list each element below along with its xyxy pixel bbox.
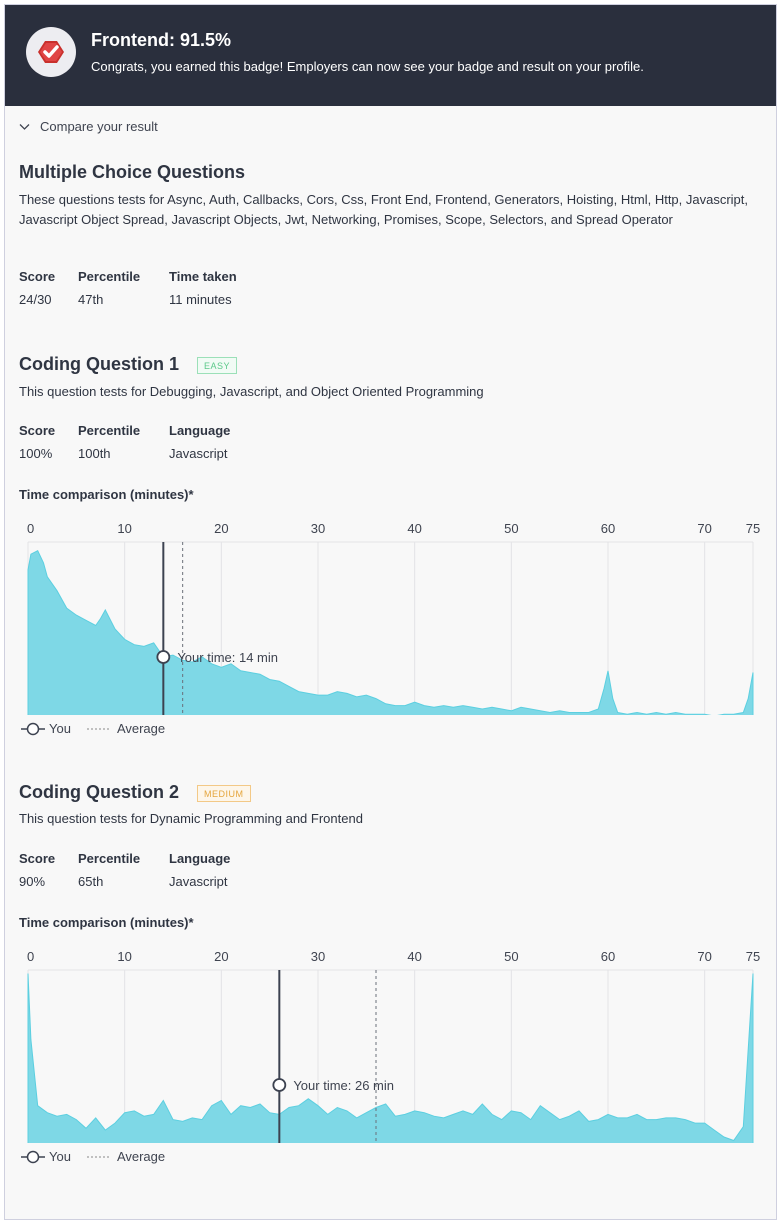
time-comparison-chart-1: 0 10 20 30 40 50 60 70 75 Your time: 14 min [27,521,760,715]
mcq-percentile: Percentile 47th [78,269,140,307]
x-tick-label: 75 [746,521,760,536]
x-tick-label: 20 [214,949,228,964]
legend-you: You [21,1149,71,1164]
x-tick-label: 70 [697,521,711,536]
stat-label: Time taken [169,269,237,284]
badge-check-icon [26,27,76,77]
chart-title: Time comparison (minutes)* [19,915,194,930]
stat-label: Score [19,269,56,284]
mcq-description: These questions tests for Async, Auth, C… [19,192,749,227]
coding-1-score: Score 100% [19,423,55,461]
x-tick-label: 50 [504,949,518,964]
chevron-down-icon [19,123,30,130]
time-comparison-chart-2: 0 10 20 30 40 50 60 70 75 Your time: 26 min [27,949,760,1143]
badge-title: Frontend: 91.5% [91,30,232,50]
legend-average-label: Average [116,721,166,736]
stat-value: Javascript [169,446,228,461]
legend-you: You [21,721,71,736]
x-tick-label: 0 [27,949,34,964]
distribution-area [27,550,754,715]
result-header: Frontend: 91.5% Congrats, you earned thi… [5,5,776,106]
stat-label: Score [19,423,56,438]
coding-question-1-title: Coding Question 1 [19,354,179,374]
x-tick-label: 30 [311,949,325,964]
stat-label: Score [19,851,56,866]
x-tick-label: 20 [214,521,228,536]
x-tick-label: 40 [407,521,421,536]
stat-label: Percentile [78,851,141,866]
x-tick-label: 0 [27,521,34,536]
coding-2-score: Score 90% [19,851,55,889]
stat-value: 11 minutes [169,292,232,307]
difficulty-badge: MEDIUM [197,785,251,802]
chart-legend: You Average [21,1149,181,1164]
stat-value: 100th [78,446,111,461]
dashed-line-icon [86,1156,111,1157]
you-marker-icon [21,1150,45,1163]
mcq-title: Multiple Choice Questions [19,162,246,182]
coding-question-1-description: This question tests for Debugging, Javas… [19,384,484,399]
compare-result-label: Compare your result [40,119,158,134]
difficulty-badge: EASY [197,357,238,374]
stat-label: Percentile [78,269,141,284]
x-tick-label: 75 [746,949,760,964]
badge-subtitle: Congrats, you earned this badge! Employe… [91,59,644,74]
x-tick-label: 60 [601,949,615,964]
legend-average: Average [86,721,166,736]
dashed-line-icon [86,728,111,729]
stat-value: 65th [78,874,104,889]
compare-result-toggle[interactable]: Compare your result [19,119,158,134]
coding-1-percentile: Percentile 100th [78,423,140,461]
legend-you-label: You [49,1149,71,1164]
coding-question-2-title: Coding Question 2 [19,782,179,802]
x-tick-label: 30 [311,521,325,536]
stat-label: Language [169,423,231,438]
stat-value: Javascript [169,874,228,889]
your-time-label: Your time: 14 min [177,650,278,665]
you-marker-icon [21,722,45,735]
result-card: Frontend: 91.5% Congrats, you earned thi… [4,4,777,1220]
your-time-label: Your time: 26 min [293,1078,394,1093]
stat-label: Language [169,851,231,866]
stat-value: 47th [78,292,104,307]
mcq-score: Score 24/30 [19,269,55,307]
stat-label: Percentile [78,423,141,438]
coding-2-percentile: Percentile 65th [78,851,140,889]
chart-title: Time comparison (minutes)* [19,487,194,502]
your-time-marker [272,1078,287,1092]
legend-average-label: Average [116,1149,166,1164]
x-tick-label: 60 [601,521,615,536]
mcq-time-taken: Time taken 11 minutes [169,269,237,307]
x-tick-label: 50 [504,521,518,536]
chart-legend: You Average [21,721,181,736]
stat-value: 90% [19,874,46,889]
coding-question-2-description: This question tests for Dynamic Programm… [19,811,363,826]
your-time-marker [156,650,171,664]
distribution-area [27,973,754,1143]
x-tick-label: 70 [697,949,711,964]
legend-you-label: You [49,721,71,736]
stat-value: 100% [19,446,53,461]
x-tick-label: 40 [407,949,421,964]
stat-value: 24/30 [19,292,52,307]
coding-1-language: Language Javascript [169,423,230,461]
x-tick-label: 10 [117,949,131,964]
legend-average: Average [86,1149,166,1164]
x-tick-label: 10 [117,521,131,536]
coding-2-language: Language Javascript [169,851,230,889]
